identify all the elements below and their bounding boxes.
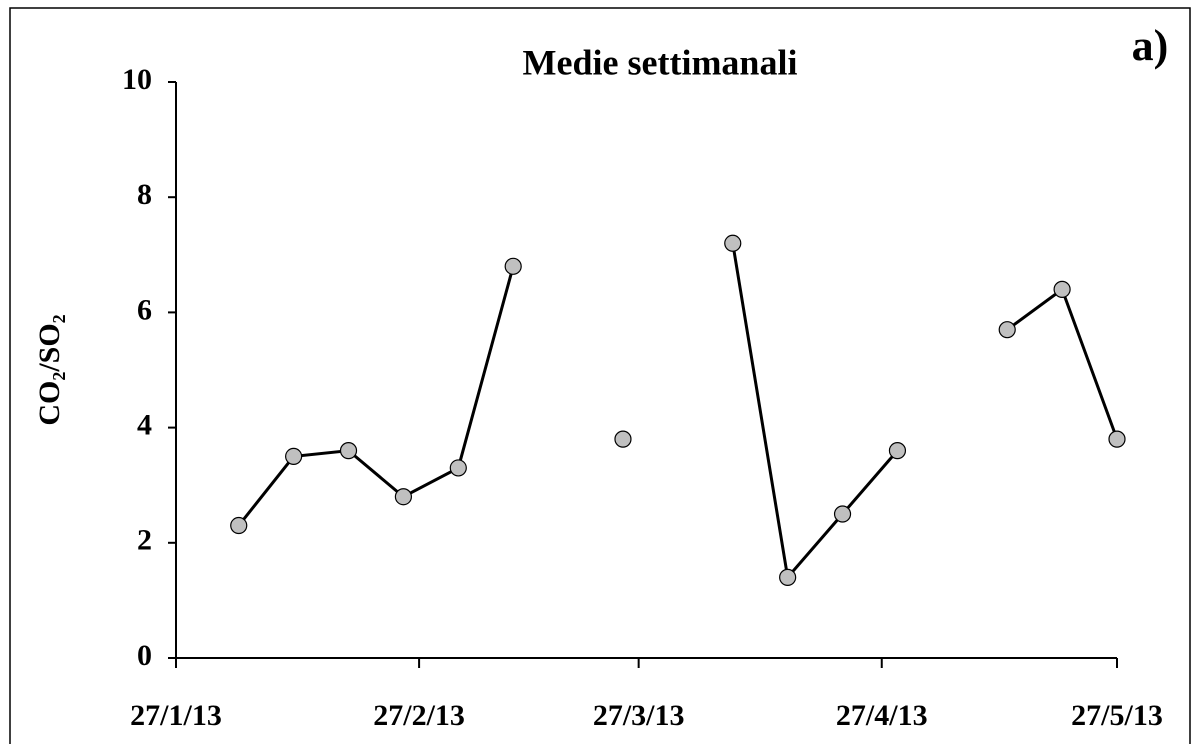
annotation: a): [1132, 21, 1169, 70]
data-point: [230, 516, 248, 535]
data-point: [888, 442, 907, 460]
data-point: [504, 257, 522, 275]
data-point: [339, 442, 358, 460]
y-tick-label: 8: [137, 178, 152, 211]
data-point: [833, 505, 852, 523]
chart-frame: [9, 7, 1191, 744]
y-tick-label: 10: [122, 63, 152, 96]
y-axis-label: CO₂/SO₂: [33, 314, 66, 425]
data-point: [998, 321, 1016, 339]
y-tick-label: 2: [137, 524, 152, 557]
x-tick-label: 27/5/13: [1071, 699, 1163, 732]
data-point: [449, 459, 467, 477]
y-tick-label: 0: [137, 639, 152, 672]
data-point: [1108, 430, 1126, 448]
data-point: [724, 234, 742, 252]
data-point: [285, 447, 303, 465]
x-tick-label: 27/3/13: [593, 699, 685, 732]
x-tick-label: 27/2/13: [373, 699, 465, 732]
x-tick-label: 27/4/13: [836, 699, 928, 732]
chart-title: Medie settimanali: [523, 42, 798, 82]
data-point: [1053, 280, 1071, 298]
data-point: [779, 568, 797, 586]
data-point: [614, 430, 632, 448]
x-tick-label: 27/1/13: [130, 699, 222, 732]
y-tick-label: 4: [137, 408, 152, 441]
data-point: [394, 488, 413, 506]
y-tick-label: 6: [137, 293, 152, 326]
